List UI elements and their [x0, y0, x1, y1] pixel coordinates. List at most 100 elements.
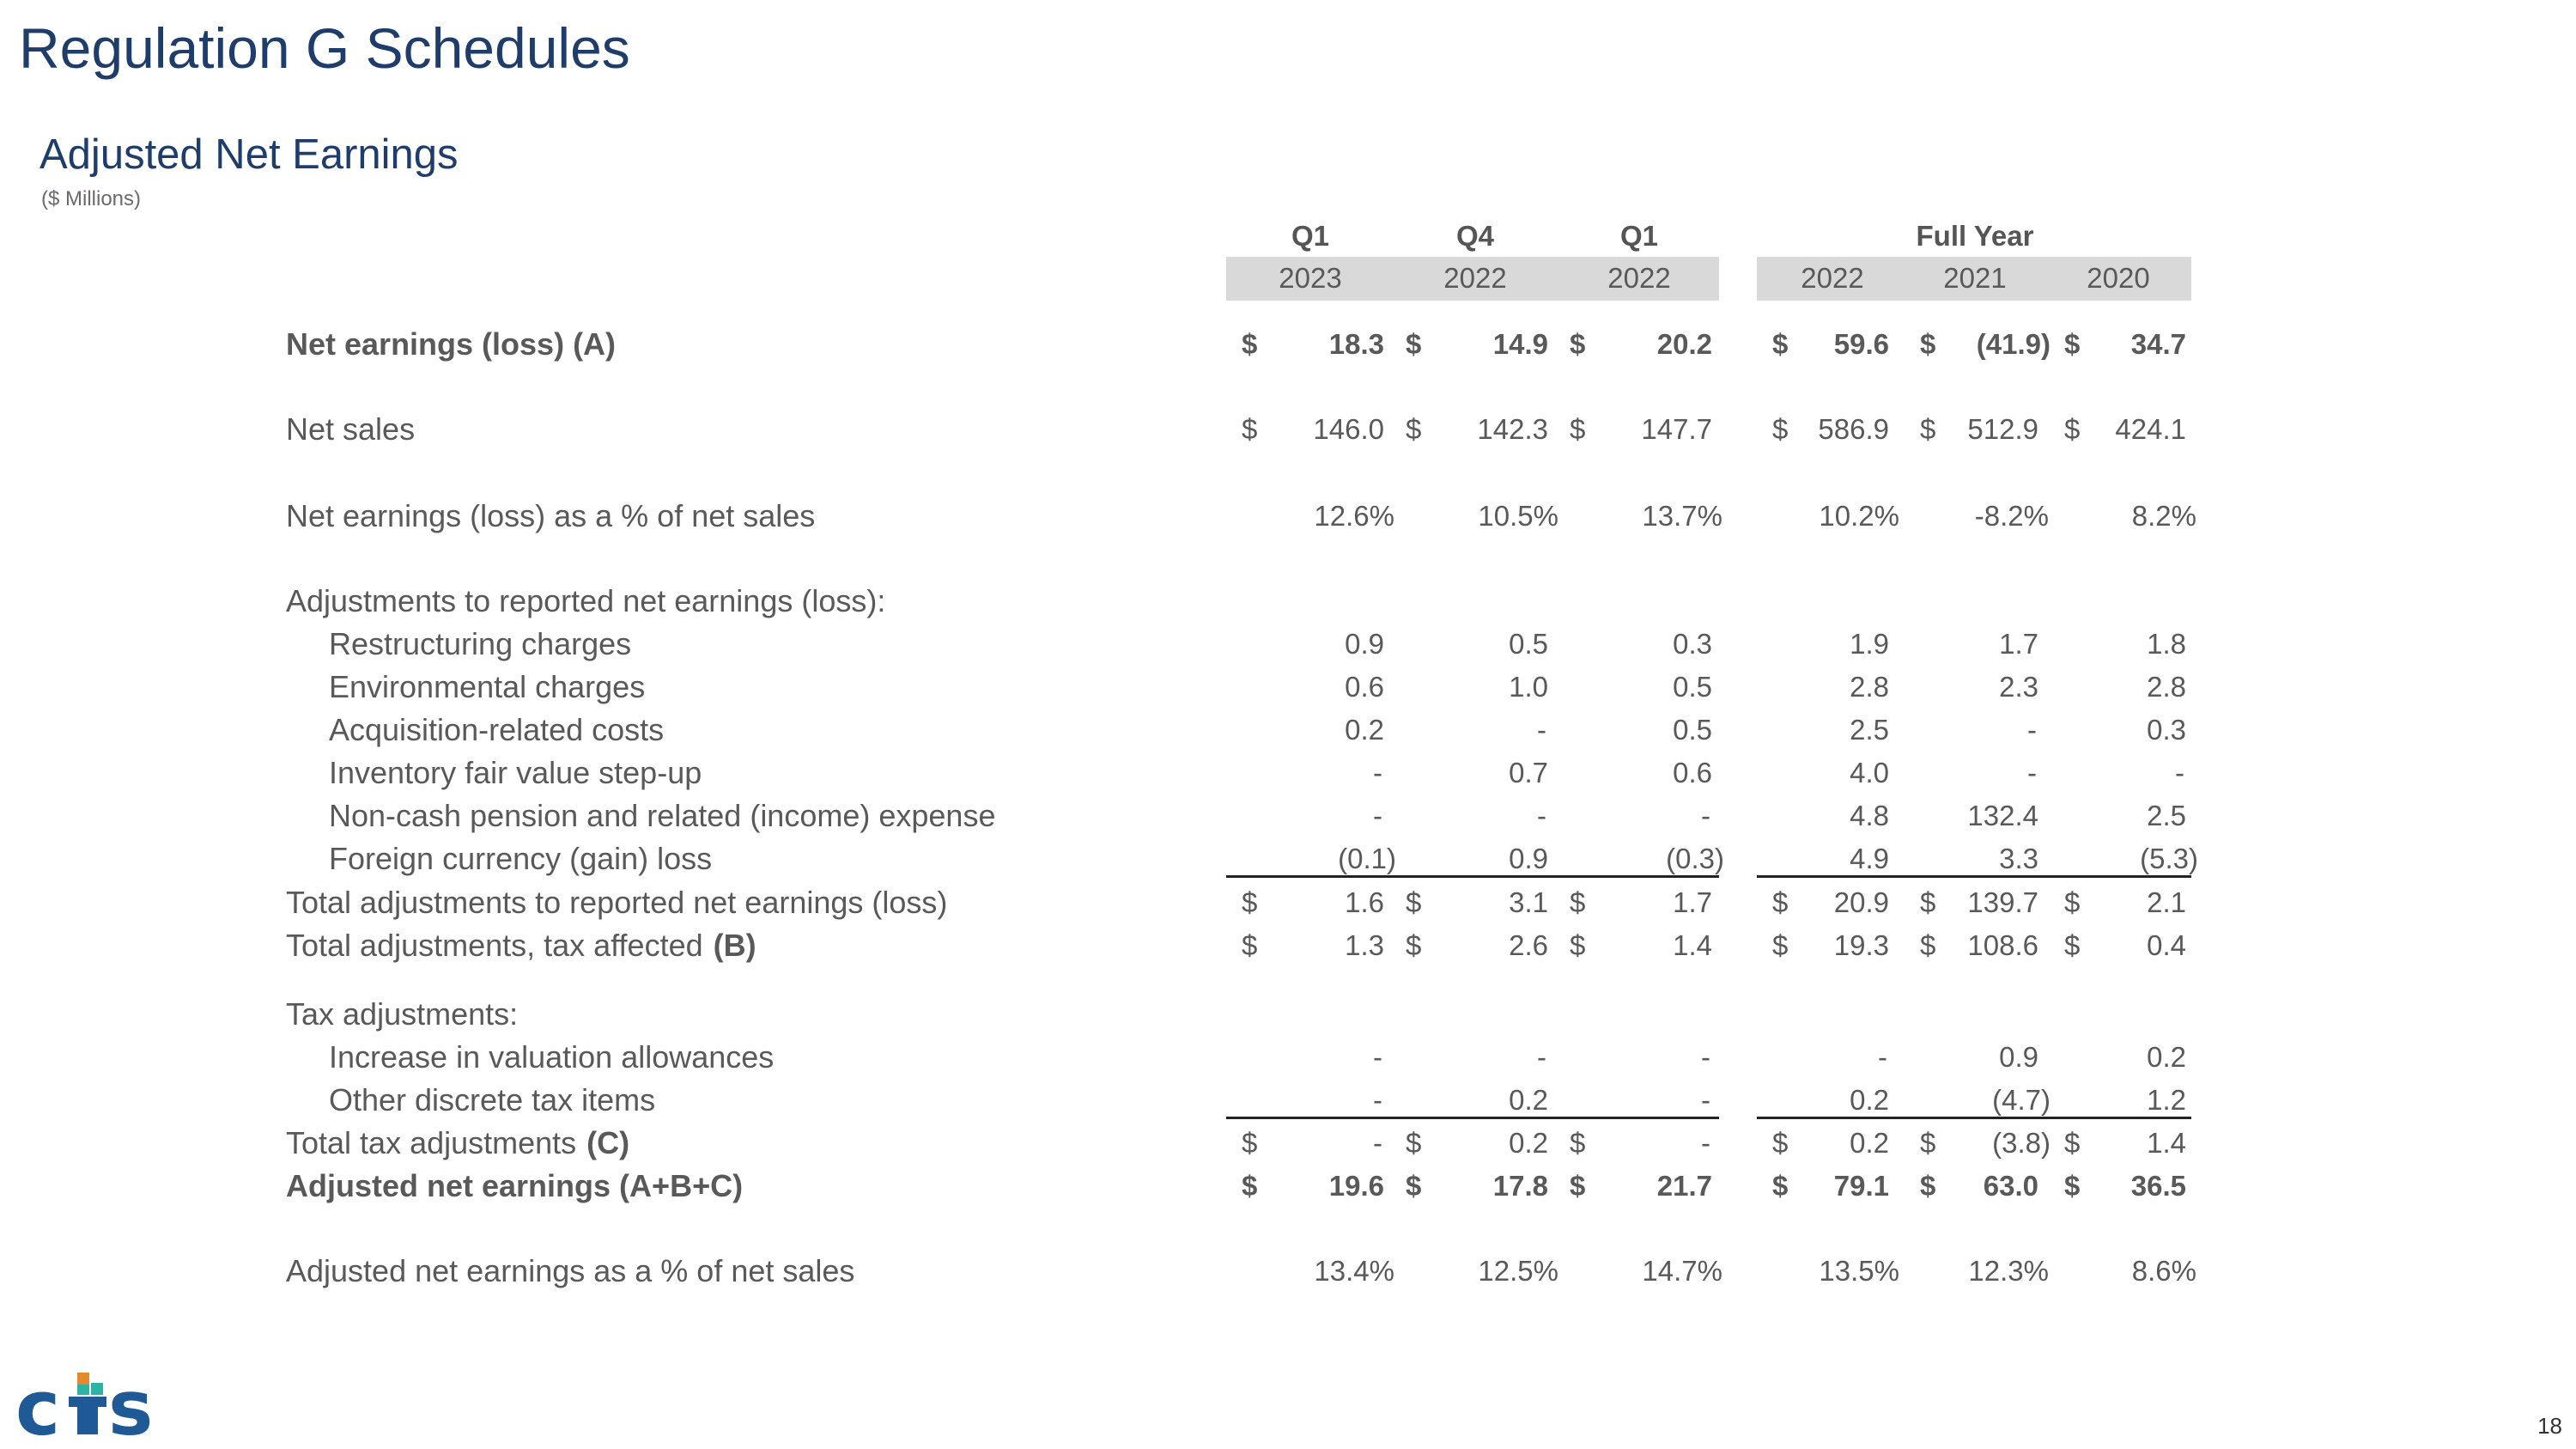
table-cell: -	[1701, 1041, 1710, 1073]
table-cell: -	[2027, 757, 2037, 788]
table-cell: (3.8)	[1992, 1127, 2050, 1159]
column-year-header: 2022	[1443, 262, 1507, 294]
column-quarter-header: Q1	[1619, 220, 1659, 252]
row-label: Inventory fair value step-up	[329, 755, 702, 791]
row-label: Adjusted net earnings (A+B+C)	[286, 1168, 743, 1204]
column-year-header: 2022	[1607, 262, 1671, 294]
table-cell: 12.5%	[1478, 1255, 1558, 1287]
table-cell: -	[1537, 1041, 1546, 1073]
table-cell: 14.7%	[1642, 1255, 1722, 1287]
table-cell: 0.7	[1509, 757, 1548, 788]
table-cell: 19.3	[1833, 929, 1889, 961]
table-cell: 1.9	[1850, 628, 1889, 660]
currency-symbol: $	[1406, 1170, 1422, 1202]
table-cell: 36.5	[2130, 1170, 2186, 1202]
table-cell: 1.8	[2147, 628, 2186, 660]
currency-symbol: $	[1920, 1127, 1936, 1159]
row-label-text: Net earnings (loss) (A)	[286, 326, 617, 362]
table-cell: -	[1701, 1084, 1710, 1116]
table-cell: -	[1373, 1127, 1382, 1159]
table-cell: 19.6	[1328, 1170, 1384, 1202]
row-label-text: Adjusted net earnings as a % of net sale…	[286, 1253, 855, 1288]
row-label-text: Total tax adjustments	[286, 1125, 577, 1160]
table-cell: 2.8	[1850, 671, 1889, 703]
currency-symbol: $	[1920, 328, 1936, 360]
currency-symbol: $	[2064, 1170, 2081, 1202]
table-cell: -	[1878, 1041, 1887, 1073]
table-cell: 59.6	[1833, 328, 1889, 360]
table-cell: 79.1	[1833, 1170, 1889, 1202]
table-cell: 13.7%	[1642, 500, 1722, 532]
table-cell: -	[1537, 714, 1546, 746]
table-cell: 0.2	[1509, 1127, 1548, 1159]
table-cell: 0.6	[1673, 757, 1712, 788]
column-year-header: 2021	[1943, 262, 2007, 294]
row-label-text: Adjusted net earnings (A+B+C)	[286, 1168, 744, 1203]
table-cell: (0.1)	[1338, 843, 1396, 874]
section-title: Adjusted Net Earnings	[39, 131, 459, 178]
table-cell: 34.7	[2130, 328, 2186, 360]
table-cell: -	[1701, 1127, 1710, 1159]
row-label: Net sales	[286, 411, 415, 447]
currency-symbol: $	[1772, 929, 1789, 961]
table-cell: 1.4	[2147, 1127, 2186, 1159]
table-cell: 0.2	[2147, 1041, 2186, 1073]
table-cell: 10.5%	[1478, 500, 1558, 532]
table-cell: 0.3	[2147, 714, 2186, 746]
currency-symbol: $	[1570, 1170, 1586, 1202]
table-cell: -	[1373, 1041, 1382, 1073]
currency-symbol: $	[1570, 328, 1586, 360]
table-cell: 2.1	[2147, 886, 2186, 918]
table-cell: 132.4	[1967, 800, 2038, 831]
table-cell: 142.3	[1477, 413, 1548, 445]
table-cell: -	[1701, 800, 1710, 831]
table-cell: 2.6	[1509, 929, 1548, 961]
table-cell: -8.2%	[1974, 500, 2049, 532]
currency-symbol: $	[1920, 886, 1936, 918]
quarter-header-bar	[1226, 257, 1719, 301]
currency-symbol: $	[1406, 886, 1422, 918]
table-cell: 0.2	[1345, 714, 1384, 746]
table-cell: (41.9)	[1976, 328, 2050, 360]
table-cell: 139.7	[1967, 886, 2038, 918]
table-cell: 2.3	[1999, 671, 2038, 703]
row-label: Total adjustments to reported net earnin…	[286, 885, 947, 921]
table-cell: 586.9	[1818, 413, 1889, 445]
table-cell: 108.6	[1967, 929, 2038, 961]
row-label: Acquisition-related costs	[329, 712, 664, 748]
svg-text:s: s	[108, 1366, 153, 1443]
row-label-suffix: (B)	[713, 928, 756, 963]
row-label-suffix: (C)	[586, 1125, 630, 1160]
column-quarter-header: Q4	[1455, 220, 1495, 252]
table-cell: 0.6	[1345, 671, 1384, 703]
table-cell: 4.8	[1850, 800, 1889, 831]
currency-symbol: $	[2064, 886, 2081, 918]
row-label-text: Foreign currency (gain) loss	[329, 841, 713, 876]
currency-symbol: $	[1242, 328, 1258, 360]
column-year-header: 2020	[2087, 262, 2150, 294]
currency-symbol: $	[1570, 413, 1586, 445]
table-cell: 1.6	[1345, 886, 1384, 918]
table-cell: (0.3)	[1666, 843, 1724, 874]
table-cell: 0.2	[1850, 1127, 1889, 1159]
currency-symbol: $	[1772, 886, 1789, 918]
currency-symbol: $	[1772, 328, 1789, 360]
table-cell: 13.5%	[1819, 1255, 1899, 1287]
currency-symbol: $	[1570, 929, 1586, 961]
table-cell: 20.9	[1833, 886, 1889, 918]
table-cell: 0.9	[1999, 1041, 2038, 1073]
company-logo: c s	[15, 1364, 161, 1449]
table-cell: 8.2%	[2131, 500, 2196, 532]
table-cell: -	[2175, 757, 2184, 788]
currency-symbol: $	[2064, 929, 2081, 961]
table-cell: 147.7	[1641, 413, 1712, 445]
table-cell: 2.5	[2147, 800, 2186, 831]
row-label-text: Total adjustments to reported net earnin…	[286, 885, 948, 920]
row-label: Adjusted net earnings as a % of net sale…	[286, 1253, 854, 1289]
row-label-text: Total adjustments, tax affected	[286, 928, 703, 963]
table-cell: 1.3	[1345, 929, 1384, 961]
currency-symbol: $	[1772, 1170, 1789, 1202]
table-cell: 18.3	[1328, 328, 1384, 360]
table-cell: 1.0	[1509, 671, 1548, 703]
table-cell: 424.1	[2115, 413, 2186, 445]
